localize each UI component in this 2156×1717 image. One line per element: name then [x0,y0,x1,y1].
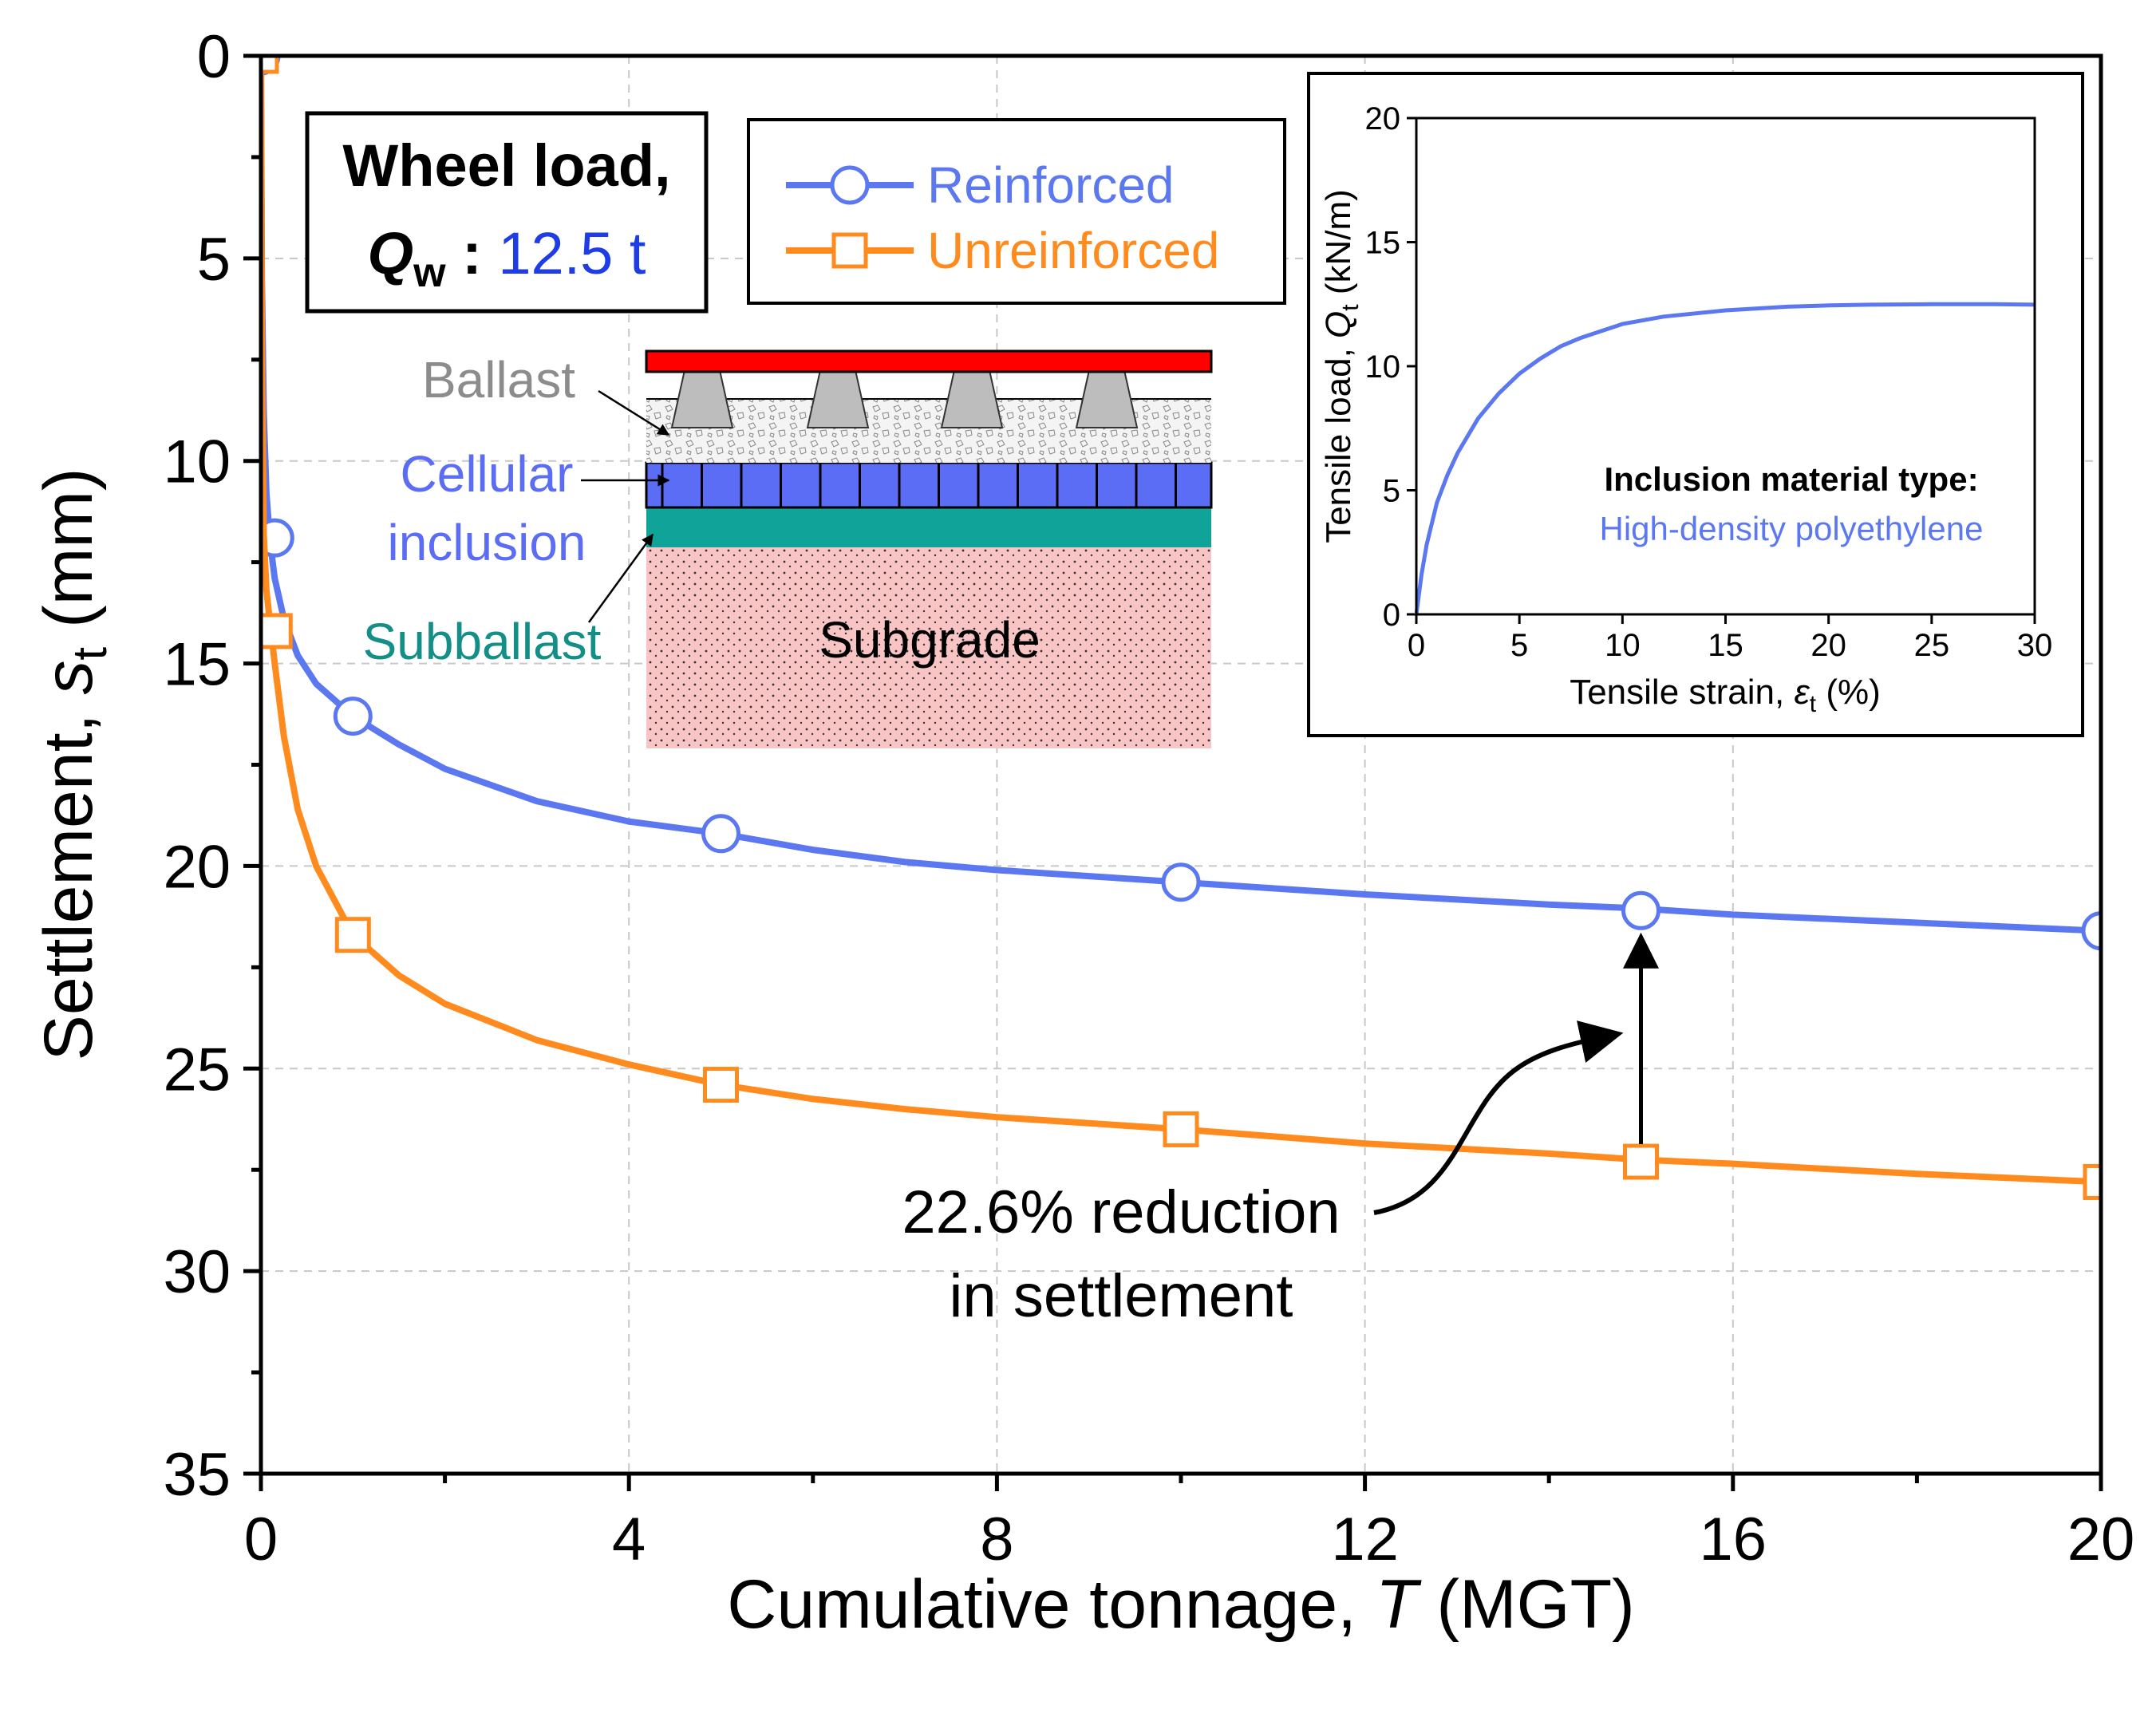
y-tick-label: 35 [163,1441,231,1509]
x-tick-label: 16 [1700,1506,1767,1573]
unreinforced-marker [261,613,293,649]
x-tick-label: 0 [244,1506,278,1573]
inset-y-tick-label: 10 [1365,349,1401,385]
annotation-line-1: 22.6% reduction [902,1178,1340,1246]
y-axis-title: Settlement, st (mm) [30,468,116,1060]
subgrade-layer [646,543,1211,748]
inset-x-tick-label: 20 [1810,628,1846,663]
unreinforced-marker [703,1067,739,1103]
x-tick-label: 12 [1331,1506,1399,1573]
inset-panel: 0 5 10 15 20 25 30 0 5 10 15 20 Tensile strain, εt … [1307,72,2084,737]
x-tick-label: 4 [612,1506,646,1573]
ballast-label: Ballast [422,351,575,409]
inset-y-tick-label: 20 [1365,101,1401,136]
reinforced-marker [333,697,373,736]
inset-axes-frame [1415,116,2036,616]
y-tick-label: 20 [163,833,231,901]
inset-y-tick-label: 15 [1365,226,1401,261]
inset-y-tick-label: 5 [1383,474,1400,509]
inset-x-tick-label: 5 [1510,628,1528,663]
inset-x-title: Tensile strain, εt (%) [1570,673,1881,717]
subballast-label: Subballast [363,613,602,670]
inset-y-title: Tensile load, Qt (kN/m) [1319,189,1364,543]
reduction-annotation: 22.6% reduction in settlement [902,932,1659,1330]
legend-frame [747,118,1286,305]
y-tick-label: 5 [197,226,231,294]
inset-x-tick-label: 10 [1605,628,1641,663]
y-tick-label: 10 [163,428,231,496]
inset-background [1307,72,2084,737]
y-tick-label: 15 [163,631,231,699]
legend-label-unreinforced: Unreinforced [927,222,1219,279]
sleeper [940,369,1004,428]
sleeper [1075,369,1139,428]
inset-y-tick-label: 0 [1383,598,1400,633]
reinforced-marker [1161,862,1201,902]
main-series-layer [261,56,2101,1200]
y-tick-label: 30 [163,1238,231,1306]
cellular-inclusion-layer [645,461,1213,509]
inset-material-value: High-density polyethylene [1600,510,1984,547]
main-ticks: 0 4 8 12 16 20 0 5 10 15 20 25 30 35 [163,23,2134,1573]
unreinforced-marker [1623,1143,1659,1180]
inset-x-tick-label: 15 [1708,628,1743,663]
sleeper [806,369,870,428]
x-tick-label: 8 [980,1506,1013,1573]
y-tick-label: 25 [163,1036,231,1103]
reinforced-marker [2081,911,2101,951]
wheel-load-value-line: Qw : 12.5 t [368,220,646,296]
inset-x-tick-label: 30 [2017,628,2053,663]
reinforced-marker [701,814,740,854]
subballast-pointer [587,533,654,623]
ballast-pointer [598,389,670,436]
wheel-load-box: Wheel load, Qw : 12.5 t [305,111,709,314]
x-tick-label: 20 [2067,1506,2135,1573]
legend: Reinforced Unreinforced [747,118,1286,305]
track-schematic: Ballast Cellular inclusion Subballast Subgra… [363,349,1213,748]
sleeper [670,369,734,428]
annotation-line-2: in settlement [950,1262,1293,1330]
rail [645,349,1213,373]
cellular-label-1: Cellular [401,445,574,503]
unreinforced-marker [261,56,279,74]
legend-marker-unreinforced [831,232,868,269]
reinforced-marker [261,518,294,558]
unreinforced-marker [2083,1163,2101,1200]
wheel-load-frame [305,111,709,314]
wheel-load-label: Wheel load, [342,132,670,199]
inset-x-tick-label: 25 [1914,628,1950,663]
legend-marker-reinforced [830,165,870,205]
inset-x-tick-label: 0 [1408,628,1425,663]
inset-material-title: Inclusion material type: [1604,460,1978,498]
curved-pointer-arrow [1373,1020,1624,1215]
subballast-layer [646,506,1211,547]
x-axis-title: Cumulative tonnage, T (MGT) [727,1566,1635,1643]
unreinforced-marker [334,917,371,953]
inset-curve [1414,302,2036,615]
cellular-label-2: inclusion [387,514,586,571]
reinforced-marker [1621,890,1660,930]
unreinforced-marker [1163,1111,1199,1147]
legend-label-reinforced: Reinforced [927,156,1175,214]
subgrade-label: Subgrade [819,611,1040,669]
y-tick-label: 0 [197,23,231,91]
